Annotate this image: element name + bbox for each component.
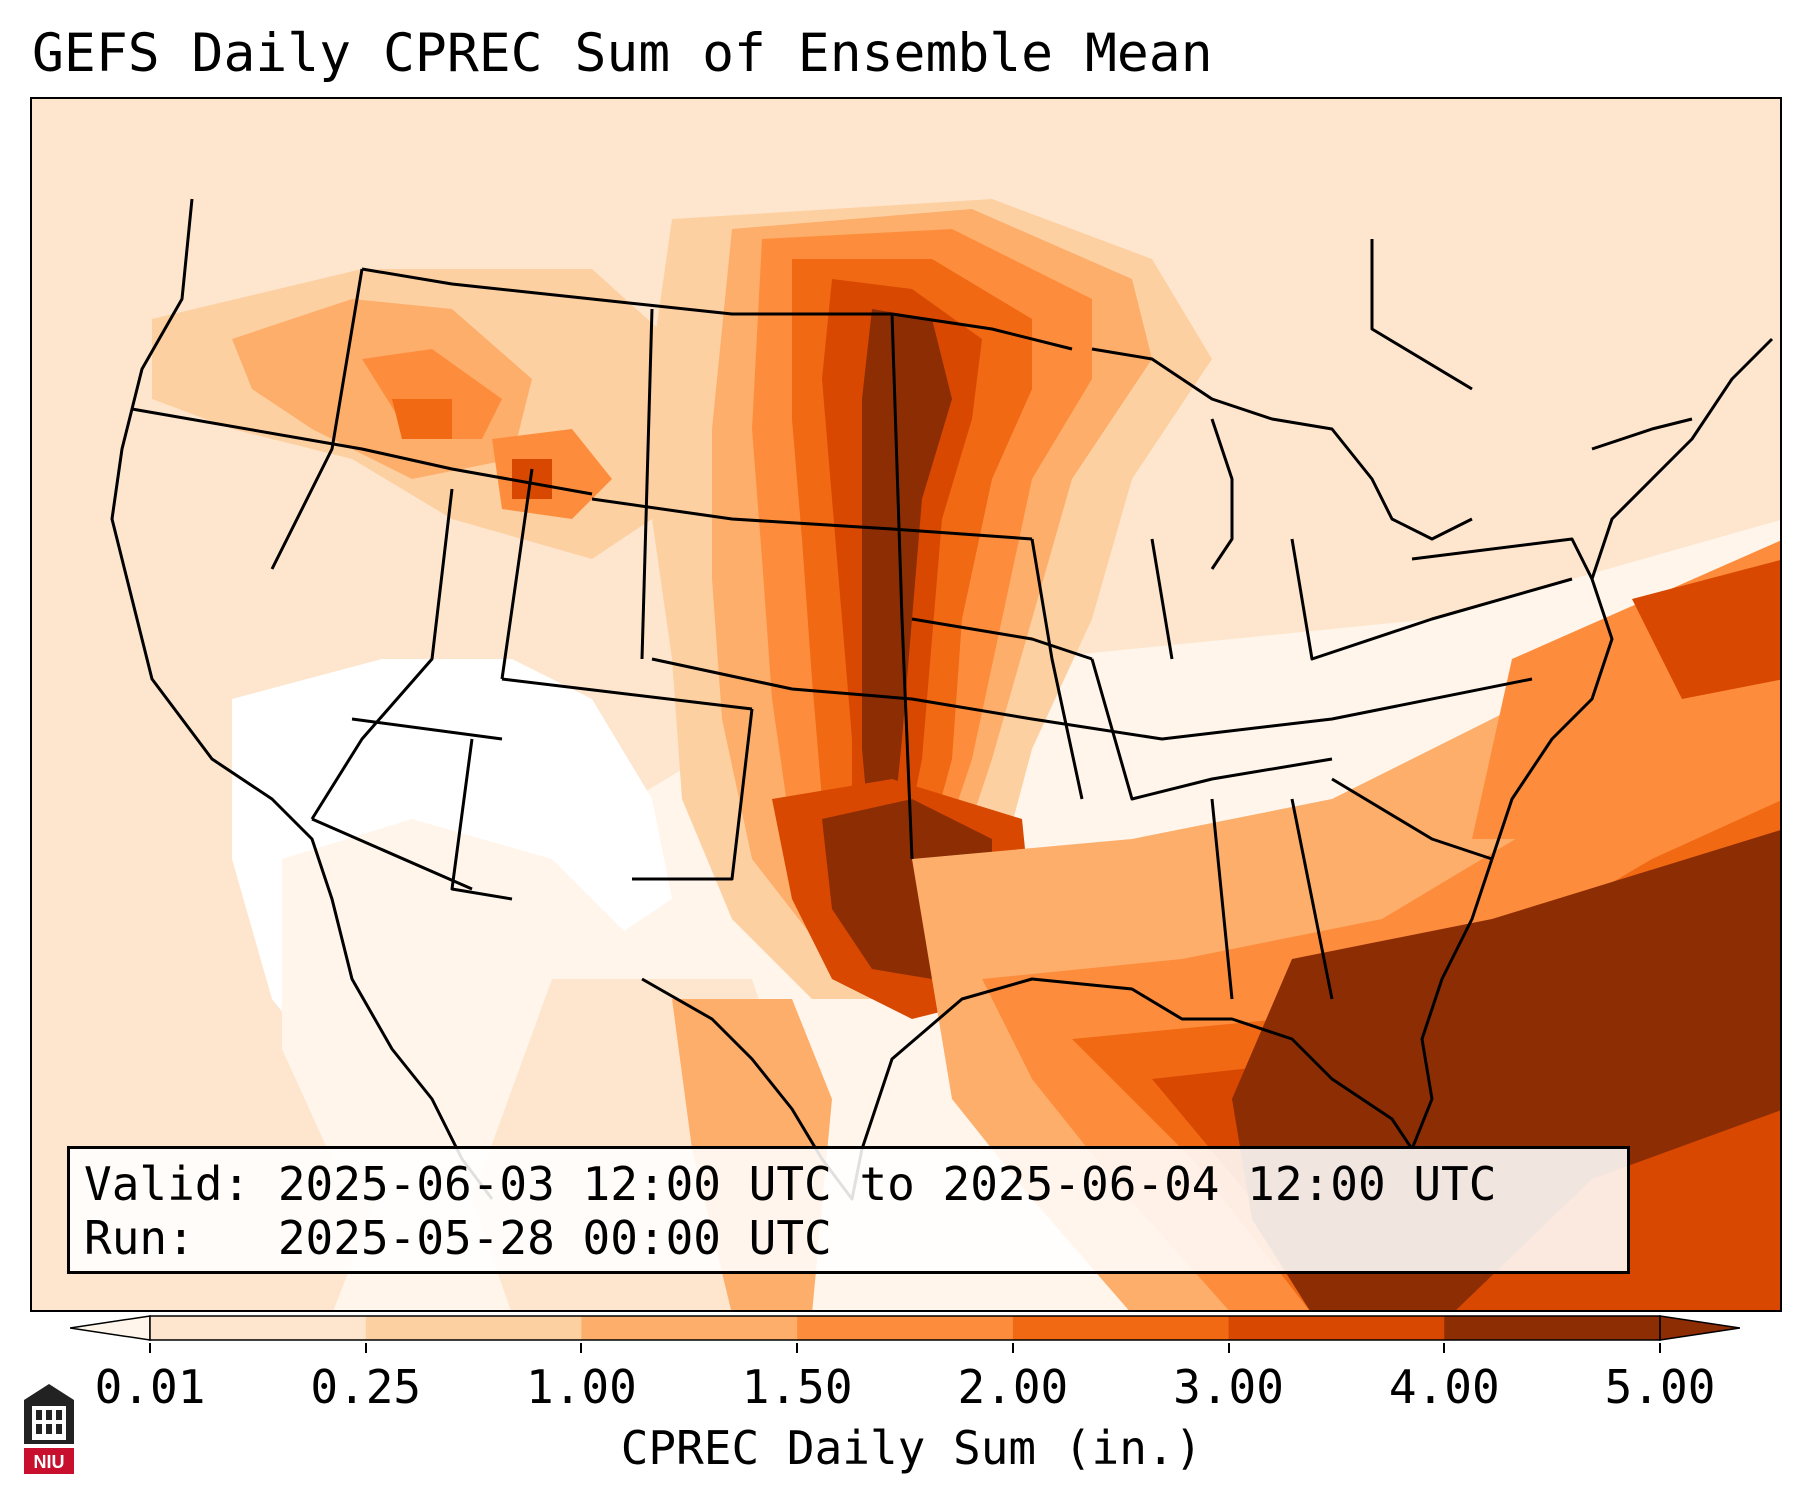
colorbar-tick-label: 5.00: [1604, 1360, 1716, 1414]
colorbar-tick: [1011, 1343, 1014, 1353]
colorbar-segment: [581, 1316, 798, 1340]
valid-time-text: Valid: 2025-06-03 12:00 UTC to 2025-06-0…: [84, 1157, 1497, 1211]
colorbar-tick: [364, 1343, 367, 1353]
colorbar-ticks: 0.01 0.25 1.00 1.50 2.00 3.00 4.00 5.00: [0, 1343, 1803, 1413]
colorbar-tick-label: 3.00: [1173, 1360, 1284, 1414]
logo-text: NIU: [34, 1452, 65, 1472]
colorbar-tick: [796, 1343, 799, 1353]
niu-tower-icon: NIU: [24, 1384, 74, 1474]
colorbar-segment: [1228, 1316, 1445, 1340]
colorbar-tick-label: 0.25: [310, 1360, 422, 1414]
colorbar-tick: [1659, 1343, 1661, 1353]
valid-run-info-box: Valid: 2025-06-03 12:00 UTC to 2025-06-0…: [67, 1146, 1630, 1274]
colorbar-segment: [1012, 1316, 1230, 1340]
colorbar-tick-label: 4.00: [1388, 1360, 1500, 1414]
map-title: GEFS Daily CPREC Sum of Ensemble Mean: [32, 23, 1213, 84]
precip-field: [32, 99, 1780, 1310]
colorbar-tick: [1443, 1343, 1446, 1353]
colorbar-tick-label: 1.00: [526, 1360, 637, 1414]
colorbar-tick: [580, 1343, 583, 1353]
colorbar: [70, 1315, 1740, 1341]
colorbar-tick: [149, 1343, 151, 1353]
run-time-text: Run: 2025-05-28 00:00 UTC: [84, 1211, 832, 1265]
colorbar-label: CPREC Daily Sum (in.): [620, 1421, 1203, 1475]
colorbar-segment: [1444, 1316, 1661, 1340]
colorbar-tick-label: 1.50: [741, 1360, 853, 1414]
colorbar-segment: [797, 1316, 1014, 1340]
colorbar-tick: [1227, 1343, 1230, 1353]
colorbar-extend-high: [1659, 1315, 1740, 1341]
colorbar-tick-label: 0.01: [94, 1360, 206, 1414]
colorbar-segment: [365, 1316, 582, 1340]
colorbar-segment: [150, 1316, 367, 1340]
colorbar-tick-label: 2.00: [957, 1360, 1069, 1414]
colorbar-extend-low: [70, 1315, 151, 1341]
precip-map: [30, 97, 1782, 1312]
